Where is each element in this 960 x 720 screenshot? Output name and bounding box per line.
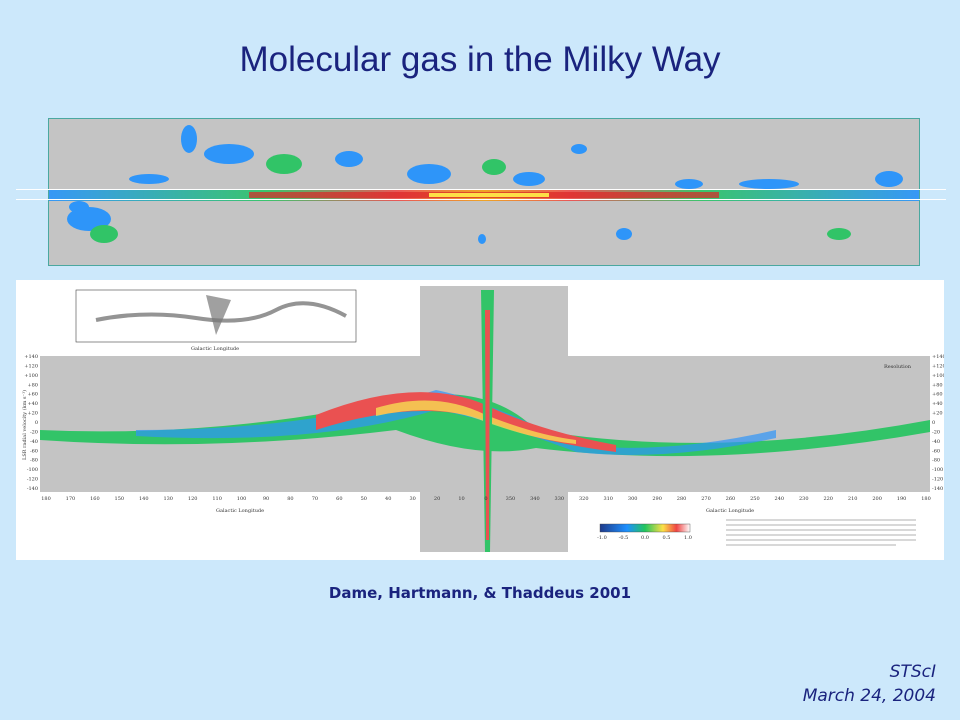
y-tick-label-right: +60 (932, 392, 943, 398)
x-axis-label: Galactic Longitude (216, 508, 264, 514)
y-tick-label: -20 (30, 429, 38, 435)
resolution-label: Resolution (884, 364, 912, 370)
x-tick-label: 220 (823, 496, 833, 502)
x-tick-label: 140 (139, 496, 149, 502)
footer: STScI March 24, 2004 (803, 660, 936, 708)
x-tick-label: 190 (897, 496, 907, 502)
x-tick-label: 290 (652, 496, 662, 502)
y-tick-label-right: +40 (932, 401, 943, 407)
y-tick-label-right: -100 (932, 467, 943, 473)
x-tick-label: 210 (848, 496, 858, 502)
x-tick-label: 280 (677, 496, 687, 502)
y-tick-label: -40 (30, 439, 38, 445)
y-tick-label-right: -60 (932, 448, 940, 454)
x-tick-label: 310 (603, 496, 613, 502)
y-tick-label: +80 (27, 382, 38, 388)
x-tick-label: 200 (872, 496, 882, 502)
y-tick-label: -140 (27, 486, 38, 492)
y-tick-label: +60 (27, 392, 38, 398)
x-tick-label: 90 (263, 496, 269, 502)
x-tick-label: 300 (628, 496, 638, 502)
plane-line-lower (16, 199, 946, 200)
colorbar (599, 523, 691, 533)
y-tick-label: +120 (24, 363, 38, 369)
y-tick-label-right: +100 (932, 373, 944, 379)
slide-title: Molecular gas in the Milky Way (239, 40, 721, 79)
y-tick-label: +100 (24, 373, 38, 379)
x-tick-label: 130 (163, 496, 173, 502)
y-tick-label: 0 (35, 420, 38, 426)
y-tick-label-right: -120 (932, 477, 943, 483)
x-tick-label: 70 (312, 496, 318, 502)
co-survey-map (48, 118, 920, 266)
x-tick-label: 330 (555, 496, 565, 502)
x-tick-label: 50 (361, 496, 367, 502)
x-axis-label-right: Galactic Longitude (706, 508, 754, 514)
x-tick-label: 20 (434, 496, 440, 502)
x-tick-label: 10 (458, 496, 464, 502)
x-tick-label: 150 (115, 496, 125, 502)
footer-organization: STScI (889, 662, 936, 682)
colorbar-tick-label: 0.0 (641, 535, 649, 541)
x-tick-label: 320 (579, 496, 589, 502)
footer-date: March 24, 2004 (802, 686, 936, 706)
plane-line-upper (16, 189, 946, 190)
y-tick-label: -80 (30, 458, 38, 464)
y-tick-label-right: -40 (932, 439, 940, 445)
y-tick-label: +140 (24, 354, 38, 360)
citation: Dame, Hartmann, & Thaddeus 2001 (328, 584, 632, 602)
y-tick-labels: +140 +140 +120 +120 +100 +100 +80 +80 +60 +60 +40 +… (24, 354, 944, 492)
x-tick-label: 160 (90, 496, 100, 502)
y-tick-label: -100 (27, 467, 38, 473)
x-tick-label: 60 (336, 496, 342, 502)
x-tick-label: 180 (41, 496, 51, 502)
inset-x-label: Galactic Longitude (191, 346, 239, 352)
y-tick-label: +20 (27, 411, 38, 417)
colorbar-tick-label: -1.0 (597, 535, 607, 541)
colorbar-tick-label: 1.0 (684, 535, 692, 541)
x-tick-label: 0 (484, 496, 487, 502)
x-tick-label: 120 (188, 496, 198, 502)
y-tick-label-right: -80 (932, 458, 940, 464)
lv-diagram: Galactic Longitude Resolution Galactic L… (16, 280, 944, 560)
colorbar-tick-label: -0.5 (619, 535, 629, 541)
x-tick-label: 240 (775, 496, 785, 502)
x-tick-label: 250 (750, 496, 760, 502)
x-tick-label: 180 (921, 496, 931, 502)
co-map-image (49, 125, 919, 244)
y-axis-label: LSR radial velocity (km s⁻¹) (21, 390, 28, 460)
x-tick-label: 30 (409, 496, 415, 502)
x-tick-label: 260 (726, 496, 736, 502)
y-tick-label-right: +140 (932, 354, 944, 360)
y-tick-label: +40 (27, 401, 38, 407)
x-tick-label: 40 (385, 496, 391, 502)
x-tick-label: 170 (66, 496, 76, 502)
y-tick-label-right: +80 (932, 382, 943, 388)
y-tick-label-right: +120 (932, 363, 944, 369)
y-tick-label-right: -20 (932, 429, 940, 435)
figure-caption (726, 519, 916, 546)
y-tick-label: -120 (27, 477, 38, 483)
x-tick-labels: 180 170 160 150 140 130 120 110 100 90 80 70 60 50 40 3… (41, 496, 931, 502)
x-tick-label: 230 (799, 496, 809, 502)
colorbar-tick-label: 0.5 (663, 535, 671, 541)
y-tick-label-right: +20 (932, 411, 943, 417)
x-tick-label: 340 (530, 496, 540, 502)
x-tick-label: 270 (701, 496, 711, 502)
y-tick-label-right: 0 (932, 420, 935, 426)
lv-diagram-image: Galactic Longitude Resolution Galactic L… (21, 286, 944, 552)
x-tick-label: 350 (506, 496, 516, 502)
x-tick-label: 80 (287, 496, 293, 502)
y-tick-label-right: -140 (932, 486, 943, 492)
y-tick-label: -60 (30, 448, 38, 454)
x-tick-label: 110 (212, 496, 222, 502)
x-tick-label: 100 (237, 496, 247, 502)
colorbar-tick-labels: -1.0 -0.5 0.0 0.5 1.0 (597, 535, 692, 541)
